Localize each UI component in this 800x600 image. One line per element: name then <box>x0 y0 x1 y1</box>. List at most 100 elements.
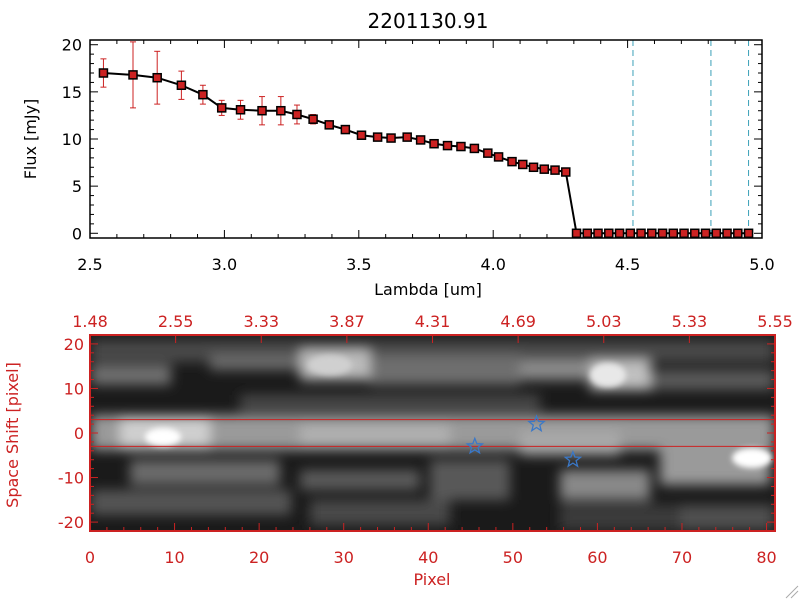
data-point <box>216 103 227 113</box>
data-point <box>657 228 668 239</box>
x-tick-label: 30 <box>334 548 354 567</box>
x-tick-label: 2.5 <box>77 255 102 274</box>
chart-title: 2201130.91 <box>368 9 489 33</box>
y-tick-label: 5 <box>72 177 82 196</box>
data-point <box>711 228 722 239</box>
top-tick-label: 2.55 <box>158 312 194 331</box>
star-marker-icon <box>527 414 546 433</box>
x-tick-label: 20 <box>249 548 269 567</box>
data-point <box>722 228 732 239</box>
data-point <box>636 228 646 239</box>
spectrum-y-label: Flux [mJy] <box>21 99 40 180</box>
top-tick-label: 5.03 <box>586 312 622 331</box>
data-point <box>528 162 539 173</box>
y-tick-label: -10 <box>58 469 84 488</box>
data-point <box>276 105 286 116</box>
x-tick-label: 40 <box>418 548 438 567</box>
y-tick-label: 15 <box>62 83 82 102</box>
y-tick-label: 20 <box>62 36 82 55</box>
data-point <box>176 80 187 91</box>
x-tick-label: 3.0 <box>212 255 237 274</box>
top-tick-label: 3.33 <box>243 312 279 331</box>
data-point <box>292 109 302 120</box>
data-point <box>386 133 396 143</box>
heatmap-y-label: Space Shift [pixel] <box>3 362 22 508</box>
data-point <box>571 228 582 239</box>
data-point <box>561 167 571 177</box>
data-point <box>469 143 480 154</box>
data-point <box>456 141 466 152</box>
resize-grip-icon[interactable] <box>785 585 799 599</box>
data-point <box>614 228 625 239</box>
data-point <box>308 114 318 124</box>
x-tick-label: 4.0 <box>480 255 505 274</box>
y-tick-label: 20 <box>64 335 84 354</box>
heatmap-frame <box>89 334 776 532</box>
data-point <box>647 228 657 239</box>
data-point <box>539 164 550 174</box>
data-point <box>429 138 439 149</box>
spectrum-x-label: Lambda [um] <box>374 280 482 299</box>
top-tick-label: 4.31 <box>415 312 451 331</box>
data-point <box>604 228 614 239</box>
x-tick-label: 0 <box>85 548 95 567</box>
data-point <box>700 228 711 239</box>
heatmap-overlay <box>90 414 775 468</box>
data-point <box>356 130 367 140</box>
top-tick-label: 3.87 <box>329 312 365 331</box>
data-point <box>679 228 689 239</box>
data-point <box>733 228 743 239</box>
data-point <box>550 165 560 175</box>
y-tick-label: 10 <box>62 130 82 149</box>
top-tick-label: 5.33 <box>672 312 708 331</box>
data-point <box>625 228 636 239</box>
data-point <box>582 228 593 239</box>
x-tick-label: 3.5 <box>346 255 371 274</box>
y-tick-label: -20 <box>58 513 84 532</box>
data-point <box>415 135 426 145</box>
data-point <box>372 132 383 142</box>
x-tick-label: 60 <box>587 548 607 567</box>
data-point <box>690 228 700 239</box>
spectrum-frame <box>89 39 763 239</box>
x-tick-label: 50 <box>503 548 523 567</box>
y-tick-label: 0 <box>74 424 84 443</box>
x-tick-label: 4.5 <box>615 255 640 274</box>
data-point <box>98 68 109 78</box>
y-tick-label: 10 <box>64 379 84 398</box>
data-point <box>402 132 412 142</box>
data-point <box>493 152 504 162</box>
data-point <box>743 228 754 239</box>
data-point <box>518 159 528 170</box>
x-tick-label: 80 <box>756 548 776 567</box>
spectrum-series <box>98 41 754 239</box>
star-marker-icon <box>563 449 583 468</box>
data-point <box>198 89 208 100</box>
data-point <box>483 148 493 158</box>
top-tick-label: 4.69 <box>500 312 536 331</box>
heatmap-axes: 0 10 20 30 40 50 60 70 80 -20 -10 0 10 20 1.48 2.55 3.33… <box>58 312 793 567</box>
top-tick-label: 5.55 <box>757 312 793 331</box>
data-point <box>152 72 162 83</box>
data-point <box>128 70 138 80</box>
heatmap-x-label: Pixel <box>413 570 450 589</box>
heatmap-image <box>91 336 774 530</box>
x-tick-label: 10 <box>164 548 184 567</box>
data-point <box>668 228 679 239</box>
spectrum-axes: 2.5 3.0 3.5 4.0 4.5 5.0 0 5 10 15 20 <box>62 36 775 274</box>
data-point <box>507 156 517 167</box>
data-point <box>340 124 351 135</box>
data-point <box>442 140 453 151</box>
spectrum-reference-lines <box>632 40 750 238</box>
data-point <box>257 105 267 116</box>
star-marker-icon <box>465 436 485 455</box>
data-point <box>593 228 603 239</box>
data-point <box>324 120 334 130</box>
x-tick-label: 5.0 <box>749 255 774 274</box>
top-tick-label: 1.48 <box>72 312 108 331</box>
y-tick-label: 0 <box>72 224 82 243</box>
data-point <box>235 105 246 115</box>
x-tick-label: 70 <box>672 548 692 567</box>
